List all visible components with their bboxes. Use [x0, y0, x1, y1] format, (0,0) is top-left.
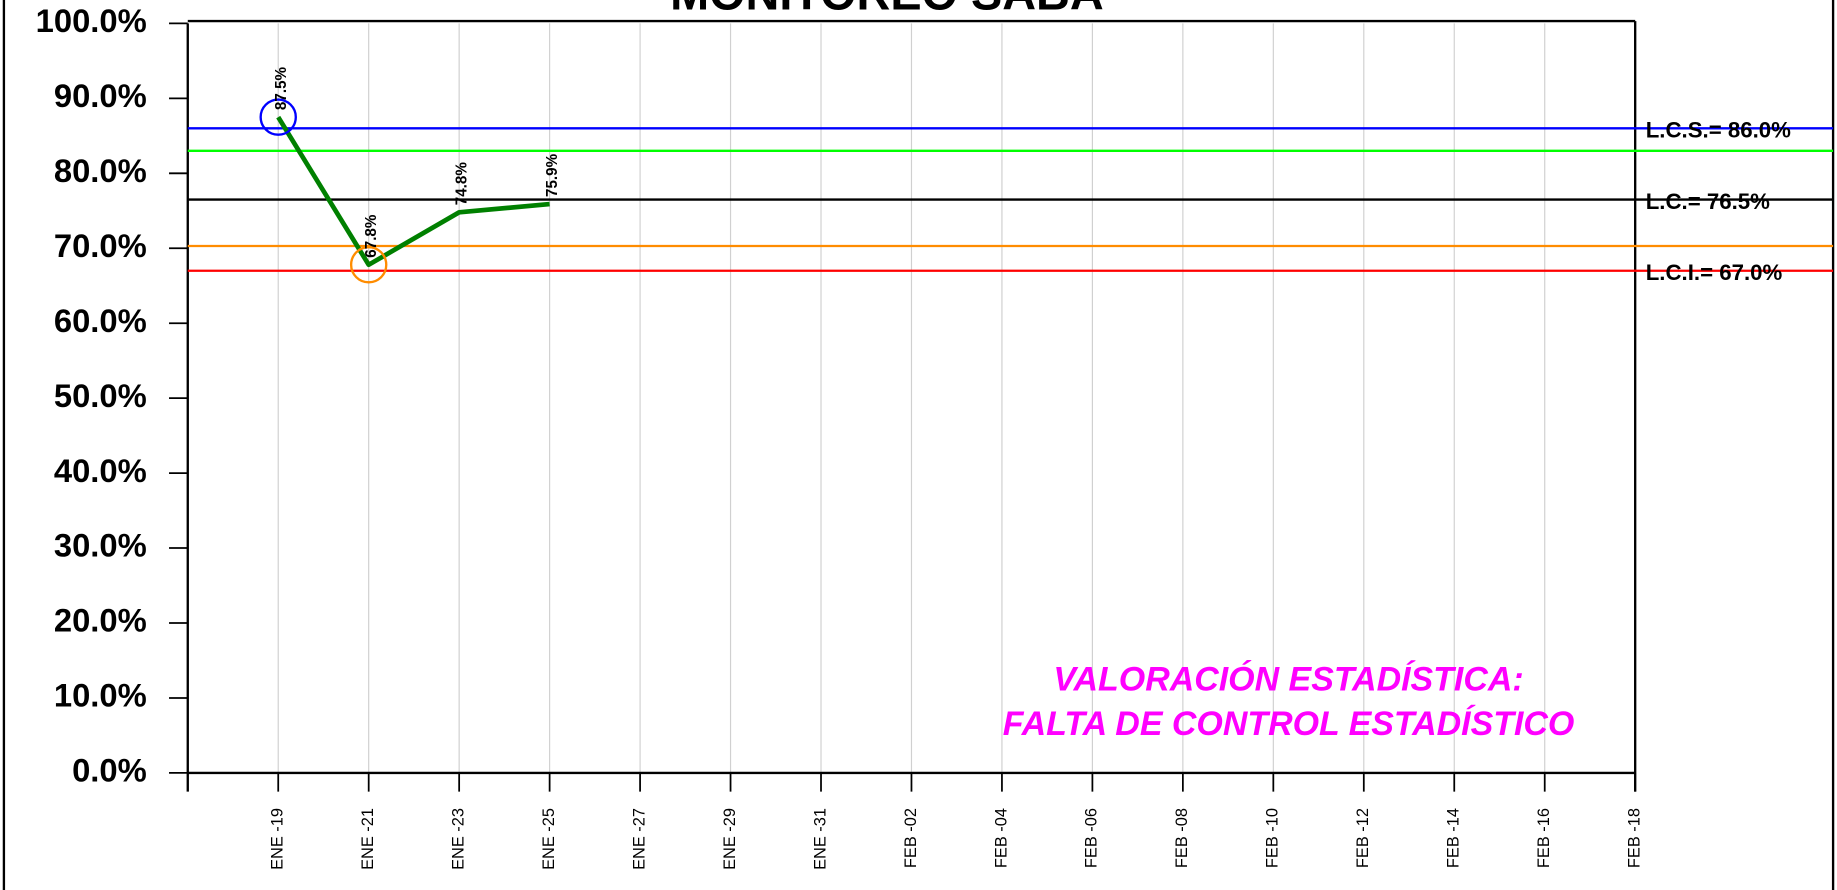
x-tick-label: FEB -08: [1173, 808, 1191, 868]
y-tick-label: 90.0%: [54, 77, 147, 114]
y-tick-label: 70.0%: [54, 227, 147, 264]
x-tick-label: ENE -21: [359, 808, 377, 870]
x-tick-label: ENE -19: [269, 808, 287, 870]
reference-label: L.C.= 76.5%: [1646, 189, 1770, 214]
x-tick-label: FEB -14: [1445, 808, 1463, 868]
y-tick-label: 0.0%: [72, 752, 147, 789]
data-label: 67.8%: [363, 214, 380, 258]
out-of-control-marker: [259, 98, 297, 136]
y-tick-label: 60.0%: [54, 302, 147, 339]
x-tick-label: ENE -25: [540, 808, 558, 870]
data-label: 74.8%: [454, 162, 471, 206]
data-label: 75.9%: [544, 153, 561, 197]
y-tick-label: 20.0%: [54, 602, 147, 639]
x-tick-label: ENE -29: [721, 808, 739, 870]
out-of-control-marker: [349, 246, 388, 284]
x-tick-label: FEB -04: [992, 808, 1010, 868]
x-tick-label: FEB -06: [1083, 808, 1101, 868]
reference-label: L.C.I.= 67.0%: [1646, 260, 1783, 285]
data-label: 87.5%: [273, 66, 290, 110]
annotation: FALTA DE CONTROL ESTADÍSTICO: [1003, 705, 1575, 743]
y-tick-label: 40.0%: [54, 452, 147, 489]
series-line: [276, 115, 550, 268]
x-tick-label: FEB -02: [902, 808, 920, 868]
x-tick-label: ENE -23: [449, 808, 467, 870]
y-tick-label: 80.0%: [54, 152, 147, 189]
y-tick-label: 10.0%: [54, 677, 147, 714]
y-tick-label: 50.0%: [54, 377, 147, 414]
x-tick-label: ENE -31: [811, 808, 829, 870]
annotation: VALORACIÓN ESTADÍSTICA:: [1053, 661, 1523, 699]
y-tick-label: 100.0%: [36, 2, 147, 39]
x-tick-label: ENE -27: [630, 808, 648, 870]
x-tick-label: FEB -10: [1264, 808, 1282, 868]
chart-title: MONITOREO SABA: [670, 0, 1104, 19]
y-tick-label: 30.0%: [54, 527, 147, 564]
x-tick-label: FEB -18: [1626, 808, 1644, 868]
x-tick-label: FEB -12: [1354, 808, 1372, 868]
reference-label: L.C.S.= 86.0%: [1646, 118, 1791, 143]
x-tick-label: FEB -16: [1535, 808, 1553, 868]
